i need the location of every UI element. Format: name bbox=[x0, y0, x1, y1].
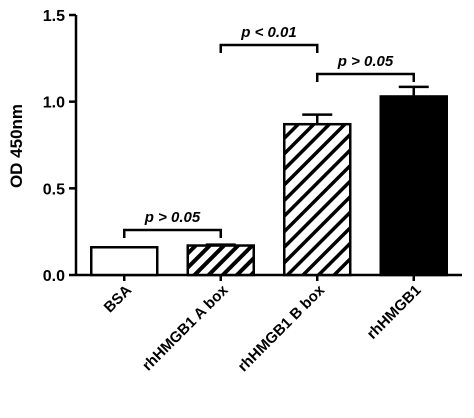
y-tick-label-1: 0.5 bbox=[43, 181, 65, 198]
significance-bracket-1 bbox=[316, 72, 415, 82]
bar-0 bbox=[90, 246, 159, 277]
category-label-1: rhHMGB1 A box bbox=[139, 281, 232, 374]
significance-bracket-2 bbox=[219, 43, 319, 53]
significance-bracket-0 bbox=[123, 228, 222, 238]
bar-1 bbox=[186, 244, 255, 277]
significance-label-1: p > 0.05 bbox=[337, 53, 394, 70]
significance-annotations: p > 0.05 p > 0.05 p < 0.01 bbox=[123, 24, 415, 238]
category-label-2: rhHMGB1 B box bbox=[235, 281, 329, 375]
significance-label-0: p > 0.05 bbox=[144, 209, 201, 226]
category-label-0: BSA bbox=[101, 282, 136, 317]
significance-label-2: p < 0.01 bbox=[240, 24, 296, 41]
y-tick-label-0: 0.0 bbox=[43, 268, 65, 285]
y-tick-label-2: 1.0 bbox=[43, 95, 65, 112]
y-tick-label-3: 1.5 bbox=[43, 8, 65, 25]
category-label-3: rhHMGB1 bbox=[364, 282, 425, 343]
bar-3 bbox=[379, 95, 448, 277]
bars bbox=[90, 85, 448, 277]
y-axis-title: OD 450nm bbox=[7, 104, 26, 188]
bar-2 bbox=[283, 122, 352, 277]
